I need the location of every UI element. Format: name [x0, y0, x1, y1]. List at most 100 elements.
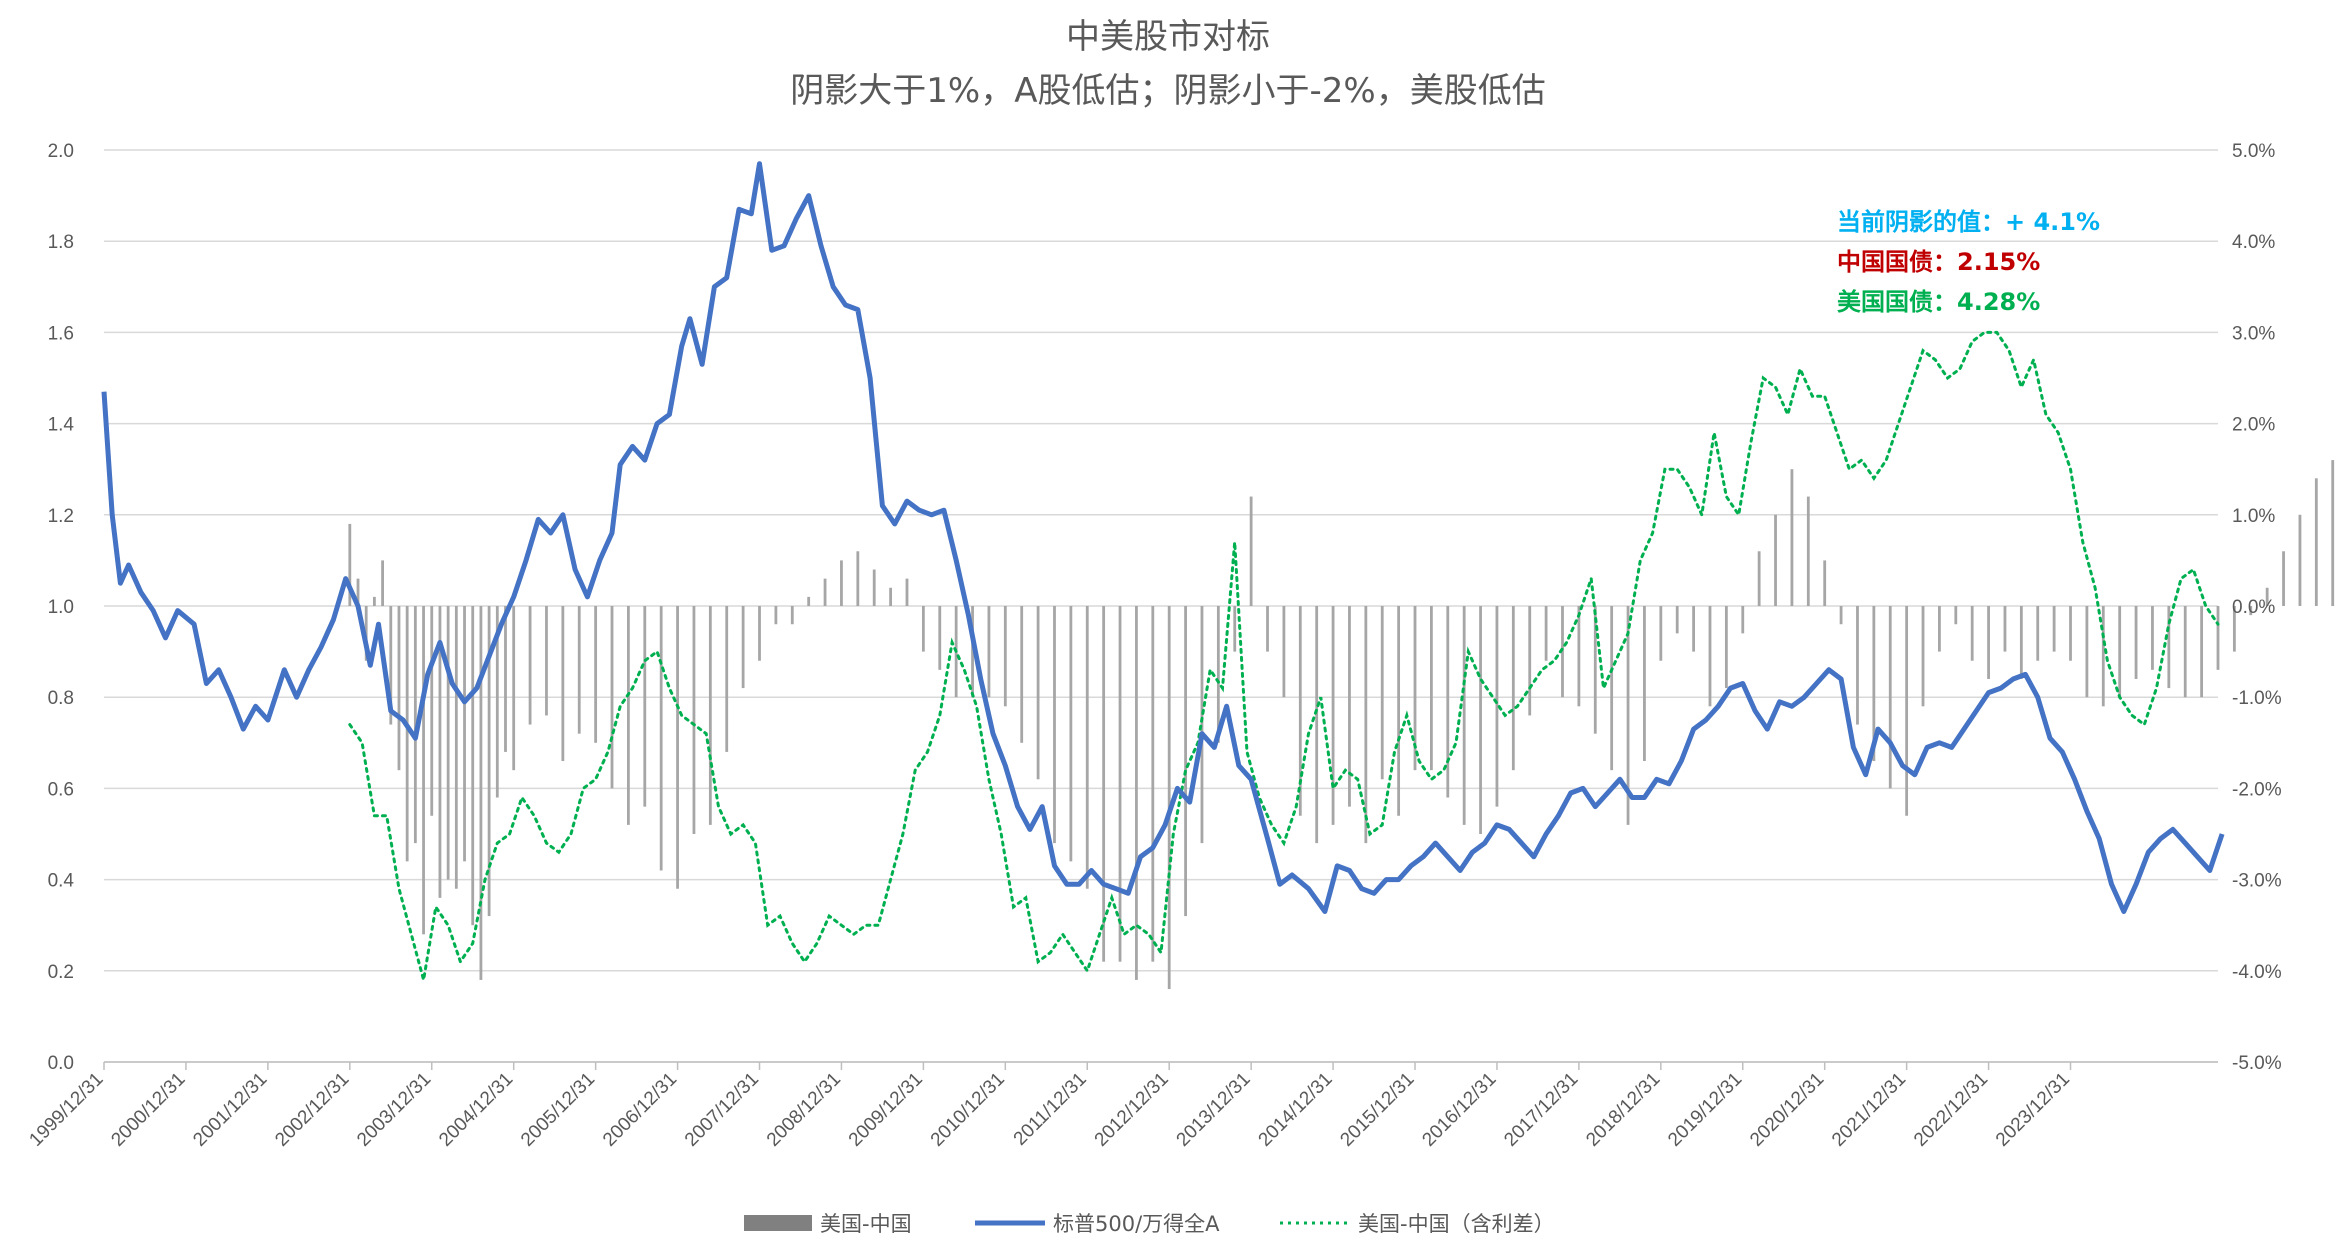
bar-us-minus-china	[430, 606, 434, 816]
bar-us-minus-china	[1118, 606, 1122, 962]
bar-us-minus-china	[454, 606, 458, 889]
chart-subtitle: 阴影大于1%，A股低估；阴影小于-2%，美股低估	[790, 71, 1545, 111]
bar-us-minus-china	[1593, 606, 1597, 734]
bar-us-minus-china	[676, 606, 679, 889]
bar-us-minus-china	[1774, 514, 1777, 606]
left-y-tick-label: 1.0	[48, 597, 74, 618]
bar-us-minus-china	[774, 606, 778, 625]
bar-us-minus-china	[1298, 606, 1302, 816]
bar-us-minus-china	[856, 551, 860, 606]
bar-us-minus-china	[422, 606, 425, 935]
bar-us-minus-china	[627, 606, 630, 825]
bar-us-minus-china	[1839, 606, 1843, 625]
line-series-group	[101, 161, 2225, 981]
bar-us-minus-china	[643, 606, 647, 807]
bar-us-minus-china	[1643, 606, 1646, 762]
bar-us-minus-china	[758, 606, 761, 661]
right-y-tick-label: 2.0%	[2232, 415, 2275, 436]
bar-us-minus-china	[1938, 606, 1941, 652]
bar-us-minus-china	[463, 606, 466, 862]
bar-us-minus-china	[1282, 606, 1286, 698]
bar-us-minus-china	[1675, 606, 1679, 634]
bar-us-minus-china	[1331, 606, 1335, 825]
bar-us-minus-china	[659, 606, 663, 871]
bar-us-minus-china	[479, 606, 483, 980]
bar-us-minus-china	[741, 606, 745, 689]
bar-us-minus-china	[2265, 587, 2269, 606]
bar-us-minus-china	[2167, 606, 2171, 689]
bar-us-minus-china	[1085, 606, 1089, 889]
right-y-tick-label: 3.0%	[2232, 323, 2275, 344]
left-y-tick-label: 2.0	[48, 141, 74, 162]
bar-us-minus-china	[1151, 606, 1155, 962]
bar-us-minus-china	[2019, 606, 2023, 679]
bar-us-minus-china	[2003, 606, 2007, 652]
bar-us-minus-china	[1659, 606, 1663, 661]
bar-us-minus-china	[987, 606, 991, 698]
right-y-tick-label: -4.0%	[2232, 962, 2282, 983]
bar-us-minus-china	[1249, 496, 1253, 606]
bar-us-minus-china	[1167, 606, 1171, 990]
left-y-tick-label: 0.8	[48, 688, 74, 709]
bar-us-minus-china	[512, 606, 516, 771]
bar-us-minus-china	[545, 606, 548, 716]
left-y-axis: 0.0 0.2 0.4 0.6 0.8 1.0 1.2 1.4 1.6 1.8 2.0	[48, 141, 75, 1074]
legend-label-spread: 美国-中国（含利差）	[1358, 1212, 1555, 1236]
bar-us-minus-china	[1429, 606, 1433, 771]
bar-us-minus-china	[1446, 606, 1450, 798]
bar-us-minus-china	[1757, 551, 1761, 606]
bar-us-minus-china	[577, 606, 581, 734]
bar-us-minus-china	[348, 523, 352, 606]
bar-us-minus-china	[2118, 606, 2122, 698]
bar-us-minus-china	[610, 606, 614, 789]
bar-us-minus-china	[471, 606, 475, 926]
bar-us-minus-china	[921, 606, 925, 652]
bar-us-minus-china	[1348, 606, 1351, 807]
bar-us-minus-china	[1380, 606, 1384, 780]
bar-us-minus-china	[2200, 606, 2204, 698]
left-y-tick-label: 0.6	[48, 779, 74, 800]
line-us-minus-china-with-spread	[348, 330, 2220, 981]
bar-us-minus-china	[1135, 606, 1138, 980]
left-y-tick-label: 1.6	[48, 323, 74, 344]
annotation-china-bond: 中国国债：2.15%	[1837, 248, 2040, 276]
bar-us-minus-china	[1888, 606, 1892, 789]
bar-us-minus-china	[2069, 606, 2072, 661]
right-y-tick-label: 0.0%	[2232, 597, 2275, 618]
bar-us-minus-china	[1003, 606, 1007, 707]
bar-us-minus-china	[2052, 606, 2056, 652]
bar-us-minus-china	[1102, 606, 1106, 962]
bar-us-minus-china	[725, 606, 729, 752]
left-y-tick-label: 1.4	[48, 415, 75, 436]
legend-bar-swatch	[744, 1215, 812, 1231]
bar-us-minus-china	[807, 596, 811, 606]
legend: 美国-中国 标普500/万得全A 美国-中国（含利差）	[744, 1212, 1555, 1236]
bar-us-minus-china	[2298, 514, 2302, 606]
bar-us-minus-china	[708, 606, 712, 825]
bar-us-minus-china	[1511, 606, 1515, 771]
bar-us-minus-china	[1266, 606, 1269, 652]
bar-series-us-minus-china	[348, 460, 2335, 990]
bar-us-minus-china	[487, 606, 491, 917]
bar-us-minus-china	[1036, 606, 1040, 780]
bar-us-minus-china	[1823, 560, 1827, 606]
bar-us-minus-china	[1987, 606, 1990, 679]
bar-us-minus-china	[971, 606, 974, 698]
bar-us-minus-china	[840, 560, 843, 606]
bar-us-minus-china	[2314, 478, 2318, 606]
bar-us-minus-china	[2183, 606, 2187, 698]
bar-us-minus-china	[1806, 496, 1810, 606]
bar-us-minus-china	[1577, 606, 1581, 707]
bar-us-minus-china	[872, 569, 876, 606]
bar-us-minus-china	[1069, 606, 1073, 862]
bar-us-minus-china	[1954, 606, 1958, 625]
annotation-us-bond: 美国国债：4.28%	[1837, 288, 2040, 316]
left-y-tick-label: 1.8	[48, 232, 74, 253]
bar-us-minus-china	[905, 578, 909, 606]
right-y-tick-label: -3.0%	[2232, 871, 2282, 892]
bar-us-minus-china	[1233, 606, 1237, 652]
bar-us-minus-china	[1053, 606, 1056, 844]
left-y-tick-label: 0.4	[48, 871, 75, 892]
bar-us-minus-china	[1970, 606, 1974, 661]
legend-label-ratio: 标普500/万得全A	[1053, 1212, 1220, 1236]
